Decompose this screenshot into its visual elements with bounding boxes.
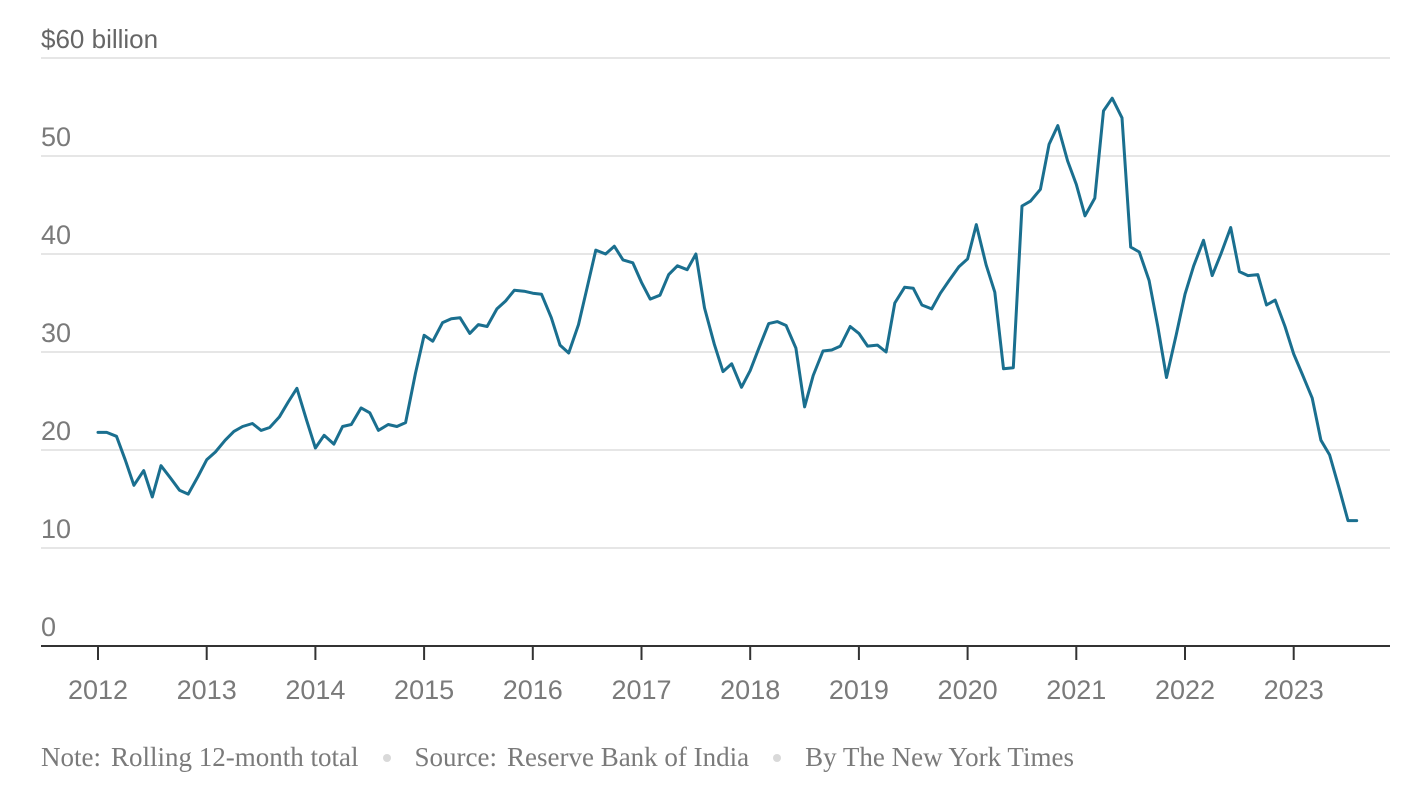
x-tick-label: 2021: [1046, 675, 1106, 705]
x-tick-label: 2015: [394, 675, 454, 705]
footer-separator: [773, 753, 782, 762]
x-tick-label: 2012: [68, 675, 128, 705]
y-tick-label: 40: [41, 220, 71, 250]
y-tick-label: 50: [41, 122, 71, 152]
source-text: Reserve Bank of India: [506, 742, 750, 772]
y-tick-label: 0: [41, 612, 56, 642]
x-tick-label: 2020: [938, 675, 998, 705]
x-tick-label: 2017: [611, 675, 671, 705]
note-text: Rolling 12-month total: [111, 742, 359, 772]
x-tick-label: 2016: [503, 675, 563, 705]
chart-footer: Note: Rolling 12-month total Source: Res…: [41, 742, 1074, 773]
x-tick-label: 2013: [177, 675, 237, 705]
source-label: Source:: [414, 742, 497, 772]
x-tick-label: 2018: [720, 675, 780, 705]
footer-separator: [382, 753, 391, 762]
series-line: [96, 96, 1359, 523]
byline: By The New York Times: [805, 742, 1074, 772]
y-tick-label: $60 billion: [41, 24, 158, 54]
x-tick-label: 2019: [829, 675, 889, 705]
x-tick-label: 2022: [1155, 675, 1215, 705]
x-tick-label: 2023: [1264, 675, 1324, 705]
y-axis-labels: 0 10 20 30 40 50 $60 billion: [41, 24, 158, 642]
y-tick-label: 30: [41, 318, 71, 348]
y-tick-label: 20: [41, 416, 71, 446]
x-axis: 2012 2013 2014 2015 2016 2017 2018 2019 2020 2021…: [68, 646, 1324, 705]
y-tick-label: 10: [41, 514, 71, 544]
gridlines: [41, 57, 1390, 549]
note-label: Note:: [41, 742, 101, 772]
x-tick-label: 2014: [285, 675, 345, 705]
